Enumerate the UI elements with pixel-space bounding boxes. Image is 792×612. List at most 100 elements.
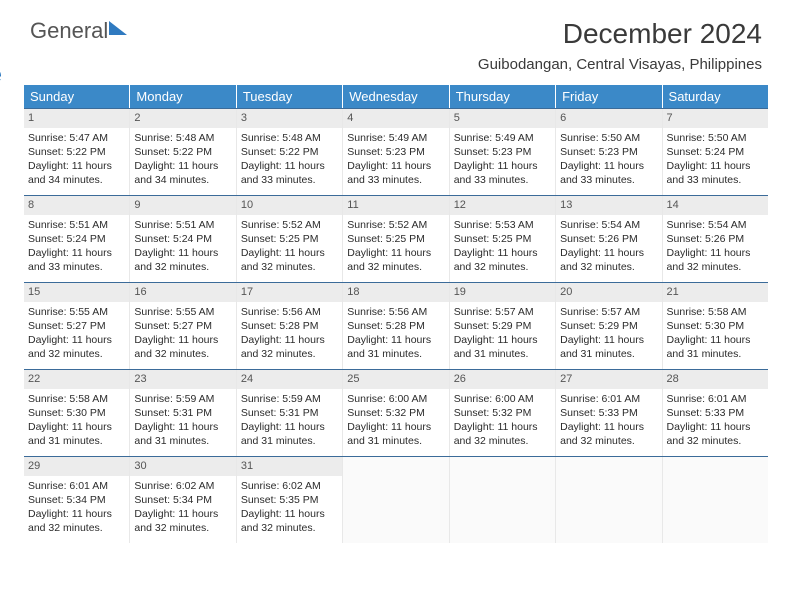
sunset-line: Sunset: 5:24 PM: [28, 232, 125, 246]
weekday-header: Saturday: [663, 85, 768, 108]
calendar-day-cell: 8Sunrise: 5:51 AMSunset: 5:24 PMDaylight…: [24, 196, 130, 282]
day-details: Sunrise: 5:51 AMSunset: 5:24 PMDaylight:…: [130, 215, 235, 279]
daylight-line: Daylight: 11 hours and 31 minutes.: [241, 420, 338, 448]
daylight-line: Daylight: 11 hours and 32 minutes.: [28, 333, 125, 361]
day-details: Sunrise: 6:01 AMSunset: 5:33 PMDaylight:…: [663, 389, 768, 453]
calendar-day-cell: 2Sunrise: 5:48 AMSunset: 5:22 PMDaylight…: [130, 109, 236, 195]
day-details: Sunrise: 6:02 AMSunset: 5:34 PMDaylight:…: [130, 476, 235, 540]
day-number: 10: [237, 196, 342, 215]
calendar-week-row: 1Sunrise: 5:47 AMSunset: 5:22 PMDaylight…: [24, 108, 768, 195]
calendar-day-cell: 24Sunrise: 5:59 AMSunset: 5:31 PMDayligh…: [237, 370, 343, 456]
sunrise-line: Sunrise: 5:57 AM: [454, 305, 551, 319]
weekday-header: Monday: [130, 85, 236, 108]
day-number: 18: [343, 283, 448, 302]
sunset-line: Sunset: 5:29 PM: [454, 319, 551, 333]
daylight-line: Daylight: 11 hours and 32 minutes.: [454, 246, 551, 274]
calendar-day-cell: 4Sunrise: 5:49 AMSunset: 5:23 PMDaylight…: [343, 109, 449, 195]
daylight-line: Daylight: 11 hours and 32 minutes.: [347, 246, 444, 274]
sunrise-line: Sunrise: 6:01 AM: [28, 479, 125, 493]
calendar-week-row: 8Sunrise: 5:51 AMSunset: 5:24 PMDaylight…: [24, 195, 768, 282]
day-details: Sunrise: 5:47 AMSunset: 5:22 PMDaylight:…: [24, 128, 129, 192]
daylight-line: Daylight: 11 hours and 33 minutes.: [667, 159, 764, 187]
day-number: 16: [130, 283, 235, 302]
page-header: General Blue December 2024 Guibodangan, …: [0, 0, 792, 77]
calendar-day-cell: 3Sunrise: 5:48 AMSunset: 5:22 PMDaylight…: [237, 109, 343, 195]
calendar-day-cell: 17Sunrise: 5:56 AMSunset: 5:28 PMDayligh…: [237, 283, 343, 369]
sunrise-line: Sunrise: 5:49 AM: [347, 131, 444, 145]
sunrise-line: Sunrise: 5:55 AM: [134, 305, 231, 319]
sunrise-line: Sunrise: 5:49 AM: [454, 131, 551, 145]
daylight-line: Daylight: 11 hours and 32 minutes.: [241, 246, 338, 274]
sunrise-line: Sunrise: 6:02 AM: [134, 479, 231, 493]
sunset-line: Sunset: 5:23 PM: [347, 145, 444, 159]
calendar-day-cell: 20Sunrise: 5:57 AMSunset: 5:29 PMDayligh…: [556, 283, 662, 369]
sunset-line: Sunset: 5:30 PM: [28, 406, 125, 420]
sunrise-line: Sunrise: 6:00 AM: [454, 392, 551, 406]
calendar-week-row: 22Sunrise: 5:58 AMSunset: 5:30 PMDayligh…: [24, 369, 768, 456]
day-number: 27: [556, 370, 661, 389]
daylight-line: Daylight: 11 hours and 31 minutes.: [454, 333, 551, 361]
calendar-day-cell: 22Sunrise: 5:58 AMSunset: 5:30 PMDayligh…: [24, 370, 130, 456]
day-details: Sunrise: 5:52 AMSunset: 5:25 PMDaylight:…: [343, 215, 448, 279]
day-details: Sunrise: 5:58 AMSunset: 5:30 PMDaylight:…: [24, 389, 129, 453]
calendar-day-cell: 1Sunrise: 5:47 AMSunset: 5:22 PMDaylight…: [24, 109, 130, 195]
daylight-line: Daylight: 11 hours and 33 minutes.: [454, 159, 551, 187]
day-details: Sunrise: 5:59 AMSunset: 5:31 PMDaylight:…: [237, 389, 342, 453]
day-details: Sunrise: 5:51 AMSunset: 5:24 PMDaylight:…: [24, 215, 129, 279]
sunrise-line: Sunrise: 5:59 AM: [134, 392, 231, 406]
calendar-grid: SundayMondayTuesdayWednesdayThursdayFrid…: [0, 77, 792, 543]
sunset-line: Sunset: 5:28 PM: [241, 319, 338, 333]
day-number: 29: [24, 457, 129, 476]
sunrise-line: Sunrise: 5:55 AM: [28, 305, 125, 319]
sunset-line: Sunset: 5:32 PM: [347, 406, 444, 420]
sunrise-line: Sunrise: 5:48 AM: [134, 131, 231, 145]
day-number: 21: [663, 283, 768, 302]
sunrise-line: Sunrise: 5:54 AM: [667, 218, 764, 232]
day-number: 17: [237, 283, 342, 302]
daylight-line: Daylight: 11 hours and 32 minutes.: [560, 246, 657, 274]
daylight-line: Daylight: 11 hours and 34 minutes.: [28, 159, 125, 187]
sunset-line: Sunset: 5:34 PM: [134, 493, 231, 507]
sunrise-line: Sunrise: 5:52 AM: [347, 218, 444, 232]
daylight-line: Daylight: 11 hours and 32 minutes.: [28, 507, 125, 535]
sunset-line: Sunset: 5:33 PM: [667, 406, 764, 420]
daylight-line: Daylight: 11 hours and 31 minutes.: [28, 420, 125, 448]
sunset-line: Sunset: 5:26 PM: [667, 232, 764, 246]
sunset-line: Sunset: 5:31 PM: [134, 406, 231, 420]
calendar-day-cell: 6Sunrise: 5:50 AMSunset: 5:23 PMDaylight…: [556, 109, 662, 195]
calendar-day-cell: 10Sunrise: 5:52 AMSunset: 5:25 PMDayligh…: [237, 196, 343, 282]
daylight-line: Daylight: 11 hours and 32 minutes.: [134, 507, 231, 535]
calendar-day-cell: 26Sunrise: 6:00 AMSunset: 5:32 PMDayligh…: [450, 370, 556, 456]
calendar-day-cell: 19Sunrise: 5:57 AMSunset: 5:29 PMDayligh…: [450, 283, 556, 369]
day-details: Sunrise: 6:01 AMSunset: 5:33 PMDaylight:…: [556, 389, 661, 453]
location-subtitle: Guibodangan, Central Visayas, Philippine…: [478, 56, 762, 73]
sunrise-line: Sunrise: 5:48 AM: [241, 131, 338, 145]
sunset-line: Sunset: 5:24 PM: [134, 232, 231, 246]
day-number: 2: [130, 109, 235, 128]
day-details: Sunrise: 6:00 AMSunset: 5:32 PMDaylight:…: [450, 389, 555, 453]
day-details: Sunrise: 5:48 AMSunset: 5:22 PMDaylight:…: [237, 128, 342, 192]
calendar-day-cell: 14Sunrise: 5:54 AMSunset: 5:26 PMDayligh…: [663, 196, 768, 282]
sunrise-line: Sunrise: 5:59 AM: [241, 392, 338, 406]
sunrise-line: Sunrise: 5:47 AM: [28, 131, 125, 145]
calendar-day-cell: 18Sunrise: 5:56 AMSunset: 5:28 PMDayligh…: [343, 283, 449, 369]
day-number: 13: [556, 196, 661, 215]
daylight-line: Daylight: 11 hours and 34 minutes.: [134, 159, 231, 187]
sunset-line: Sunset: 5:25 PM: [241, 232, 338, 246]
day-details: Sunrise: 6:02 AMSunset: 5:35 PMDaylight:…: [237, 476, 342, 540]
calendar-day-cell: 9Sunrise: 5:51 AMSunset: 5:24 PMDaylight…: [130, 196, 236, 282]
daylight-line: Daylight: 11 hours and 33 minutes.: [560, 159, 657, 187]
calendar-day-cell: 11Sunrise: 5:52 AMSunset: 5:25 PMDayligh…: [343, 196, 449, 282]
daylight-line: Daylight: 11 hours and 32 minutes.: [667, 246, 764, 274]
sunset-line: Sunset: 5:24 PM: [667, 145, 764, 159]
day-details: Sunrise: 5:49 AMSunset: 5:23 PMDaylight:…: [343, 128, 448, 192]
weekday-header: Tuesday: [237, 85, 343, 108]
sunset-line: Sunset: 5:22 PM: [28, 145, 125, 159]
calendar-day-cell: 30Sunrise: 6:02 AMSunset: 5:34 PMDayligh…: [130, 457, 236, 543]
sunrise-line: Sunrise: 5:56 AM: [347, 305, 444, 319]
sunrise-line: Sunrise: 5:53 AM: [454, 218, 551, 232]
day-number: 7: [663, 109, 768, 128]
day-number: 15: [24, 283, 129, 302]
day-details: Sunrise: 5:55 AMSunset: 5:27 PMDaylight:…: [24, 302, 129, 366]
day-number: 20: [556, 283, 661, 302]
